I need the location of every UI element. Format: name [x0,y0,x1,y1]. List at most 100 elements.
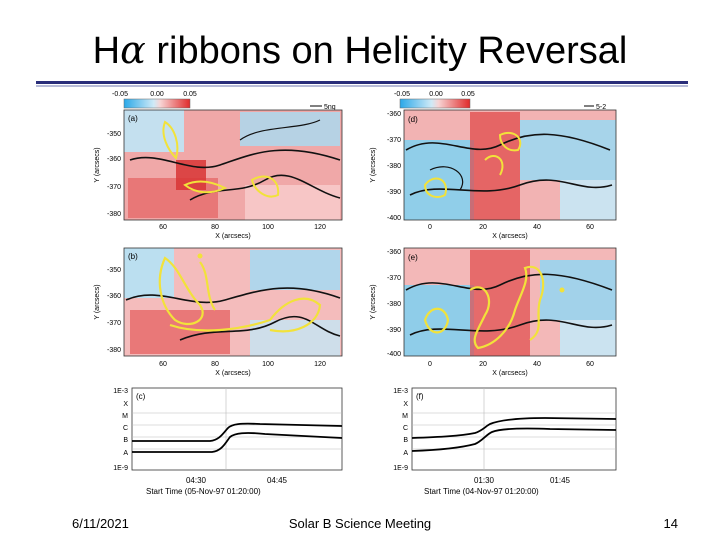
panel-d-frame [403,109,617,221]
panel-a-xtick-0: 60 [159,224,167,231]
panel-a-contour-1 [129,149,341,169]
panel-c-xtick-1: 04:45 [267,476,288,485]
colorbar-left-unit: 5ng [324,104,336,111]
panel-e-ylabel: Y (arcsecs) [370,284,377,319]
panel-c-ytick-6: 1E-9 [113,465,128,472]
panel-a-ribbon-1 [162,120,179,160]
panel-b-xtick-1: 80 [211,361,219,368]
colorbar-right-tick-2: 0.05 [461,91,475,98]
panel-f-label: (f) [416,392,424,401]
panel-e-contour-2 [409,319,613,336]
panel-e-ytick-4: -400 [387,351,401,358]
panel-e-ribbon-2 [423,307,450,334]
panel-e-xlabel: X (arcsecs) [492,370,527,377]
footer-meeting: Solar B Science Meeting [288,516,432,531]
panel-b-contour-1 [125,287,341,304]
panel-c-ytick-2: M [122,413,128,420]
panel-a-label: (a) [128,114,138,123]
panel-e-xtick-0: 0 [428,361,432,368]
panel-b: (b) -350 -360 -370 -380 60 80 100 120 X … [94,247,343,377]
panel-f-ytick-6: 1E-9 [393,465,408,472]
footer-page-number: 14 [663,516,678,531]
colorbar-right: -0.05 0.00 0.05 5-2 [394,91,606,111]
panel-f-curve-low [411,427,617,452]
panel-c-ytick-1: X [123,401,128,408]
colorbar-right-tick-0: -0.05 [394,91,410,98]
panel-f-curve-high [411,417,617,439]
panel-f-ytick-2: M [402,413,408,420]
panel-d-xtick-3: 60 [586,224,594,231]
panel-a-frame [123,109,343,221]
panel-a-ytick-1: -360 [107,156,121,163]
panel-c-frame [131,387,343,471]
panel-c-label: (c) [136,392,146,401]
colorbar-right-unit: 5-2 [596,104,606,111]
panel-b-contour-2 [179,315,341,341]
panel-b-ytick-2: -370 [107,320,121,327]
panel-b-ytick-0: -350 [107,267,121,274]
panel-a: (a) -350 -360 -370 -380 60 80 100 120 X … [94,109,343,240]
panel-b-xlabel: X (arcsecs) [215,370,250,377]
colorbar-left-tick-0: -0.05 [112,91,128,98]
title-rule [36,81,688,84]
title-rule-shadow [36,85,688,87]
title-rest: ribbons on Helicity Reversal [145,30,628,72]
panel-d-label: (d) [408,115,418,124]
panel-b-ytick-3: -380 [107,347,121,354]
panel-d-ytick-0: -360 [387,111,401,118]
panel-a-ribbon-3 [250,175,280,198]
panel-d-ytick-4: -400 [387,215,401,222]
panel-a-xtick-1: 80 [211,224,219,231]
panel-e-xtick-1: 20 [479,361,487,368]
panel-a-xlabel: X (arcsecs) [215,233,250,240]
panel-a-ytick-0: -350 [107,131,121,138]
panel-d-ylabel: Y (arcsecs) [370,147,377,182]
panel-f-ytick-4: B [403,437,408,444]
panel-e-contour-1 [405,273,613,291]
panel-d-xtick-0: 0 [428,224,432,231]
panel-d-xtick-2: 40 [533,224,541,231]
panel-e-frame [403,247,617,357]
panel-f-ytick-3: C [403,425,408,432]
panel-d: (d) -360 -370 -380 -390 -400 0 20 40 60 … [370,109,617,240]
panel-c-ytick-4: B [123,437,128,444]
panel-b-ribbon-1 [158,256,204,326]
panel-a-ribbon-2 [183,180,228,194]
panel-d-ytick-2: -380 [387,163,401,170]
panel-c-curve-high [132,422,343,442]
panel-c-curve-low [132,432,343,453]
panel-c-ytick-3: C [123,425,128,432]
panel-a-xtick-2: 100 [262,224,274,231]
panel-e-label: (e) [408,253,418,262]
panel-b-xtick-0: 60 [159,361,167,368]
panel-f-xtick-0: 01:30 [474,476,495,485]
panel-e-ytick-2: -380 [387,301,401,308]
panel-f-ytick-5: A [403,450,408,457]
colorbar-left-gradient [123,98,191,109]
colorbar-right-tick-1: 0.00 [429,91,443,98]
panel-b-ytick-1: -360 [107,293,121,300]
slide-title: Hα ribbons on Helicity Reversal [0,28,720,73]
panel-d-xlabel: X (arcsecs) [492,233,527,240]
panel-e-ytick-1: -370 [387,275,401,282]
panel-e: (e) -360 -370 -380 -390 -400 0 20 40 60 … [370,247,617,377]
panel-c-start-time: Start Time (05-Nov-97 01:20:00) [146,487,261,496]
panel-d-contour-2 [409,179,613,196]
panel-c-ytick-0: 1E-3 [113,388,128,395]
panel-d-ribbon-1 [498,131,522,152]
colorbar-left-tick-2: 0.05 [183,91,197,98]
panel-c-xtick-0: 04:30 [186,476,207,485]
panel-f: (f) 1E-3 X M C B A 1E-9 01:30 01:45 Star… [393,387,617,496]
panel-b-ribbon-2 [169,297,322,333]
panel-f-ytick-0: 1E-3 [393,388,408,395]
panel-c: (c) 1E-3 X M C B A 1E-9 04:30 04:45 Star… [113,387,343,496]
panel-f-ytick-1: X [403,401,408,408]
panel-a-xtick-3: 120 [314,224,326,231]
panel-e-ribbon-1 [469,265,545,350]
panel-d-ytick-1: -370 [387,137,401,144]
panel-e-ytick-3: -390 [387,327,401,334]
panel-b-xtick-2: 100 [262,361,274,368]
panel-b-xtick-3: 120 [314,361,326,368]
panel-e-xtick-3: 60 [586,361,594,368]
